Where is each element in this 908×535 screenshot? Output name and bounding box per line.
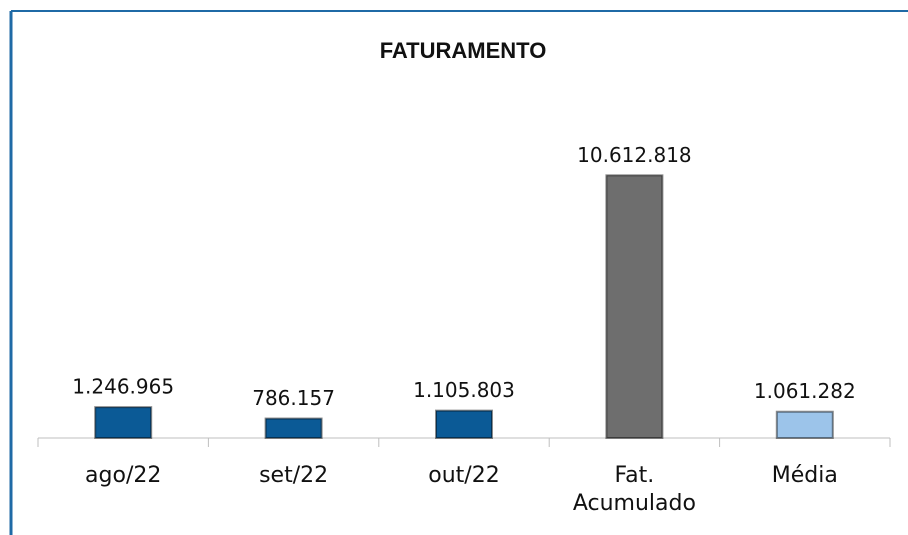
x-tick-label: out/22 [428, 463, 500, 488]
bar [94, 406, 153, 439]
data-label: 10.612.818 [577, 143, 692, 167]
data-label: 1.246.965 [72, 375, 174, 399]
data-label: 786.157 [252, 386, 335, 410]
x-tick-label: Média [771, 463, 838, 488]
bar [264, 417, 323, 439]
bar [605, 174, 664, 439]
bar [435, 409, 493, 440]
data-label: 1.061.282 [754, 379, 856, 403]
x-tick-label: ago/22 [85, 463, 162, 488]
data-label: 1.105.803 [413, 378, 515, 402]
chart-title: FATURAMENTO [380, 38, 547, 63]
x-tick-label: set/22 [259, 463, 329, 488]
bar [775, 410, 834, 440]
x-tick-label: Fat. Acumulado [572, 463, 696, 516]
